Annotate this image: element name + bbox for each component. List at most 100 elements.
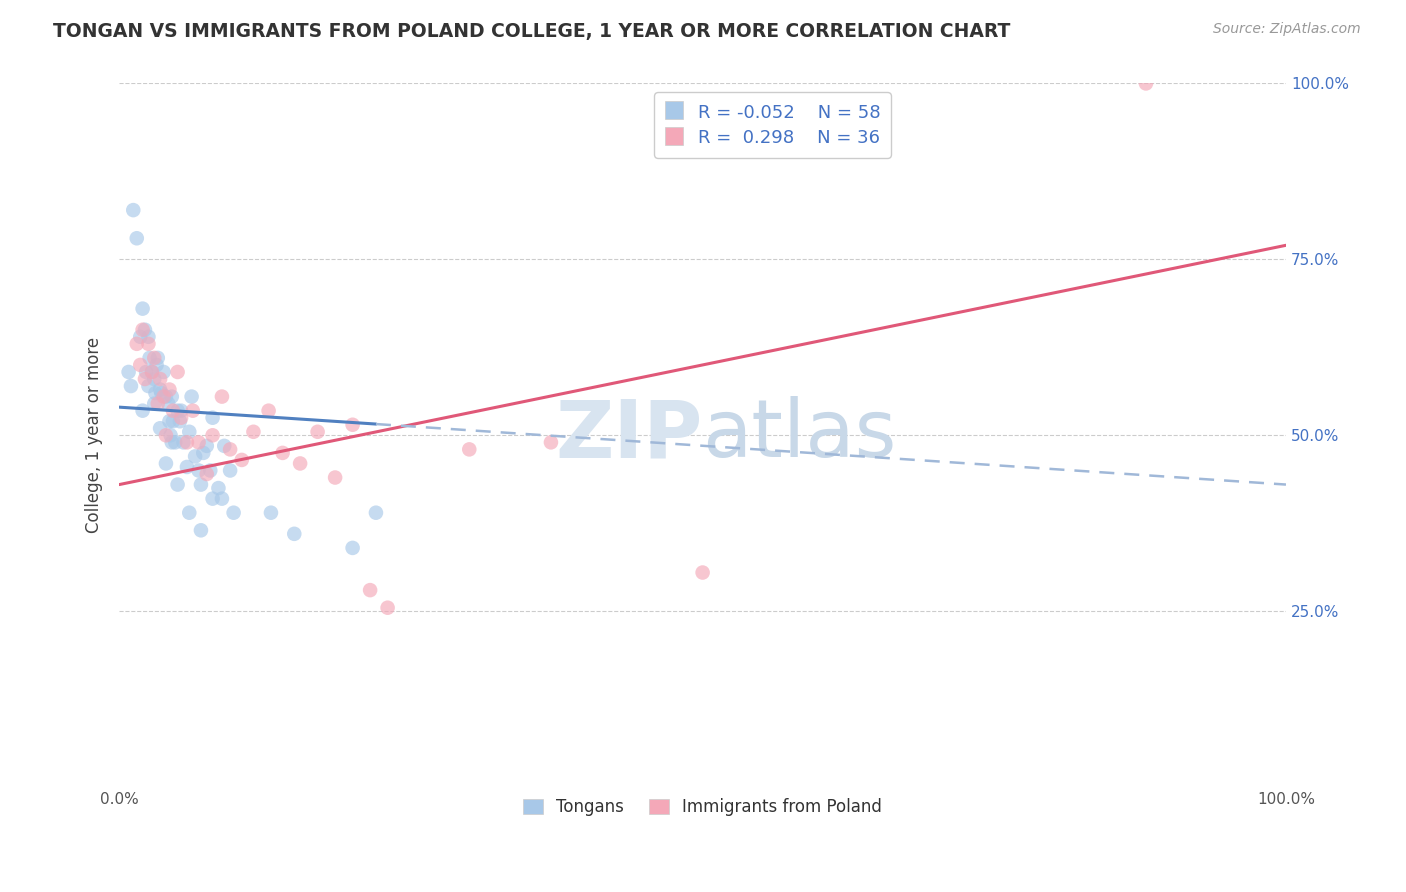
Point — [271, 446, 294, 460]
Point — [138, 330, 160, 344]
Point — [195, 439, 218, 453]
Point — [184, 450, 207, 464]
Point — [166, 477, 188, 491]
Point — [377, 600, 399, 615]
Point — [131, 301, 153, 316]
Point — [195, 467, 218, 481]
Point — [152, 365, 174, 379]
Point — [155, 428, 177, 442]
Point — [138, 351, 160, 365]
Point — [141, 365, 163, 379]
Point — [242, 425, 264, 439]
Point — [190, 477, 212, 491]
Point — [219, 463, 242, 477]
Point — [201, 410, 224, 425]
Point — [131, 323, 153, 337]
Point — [131, 403, 153, 417]
Point — [283, 526, 305, 541]
Point — [145, 386, 167, 401]
Point — [288, 457, 311, 471]
Point — [692, 566, 714, 580]
Point — [166, 403, 188, 417]
Point — [207, 481, 229, 495]
Point — [364, 506, 387, 520]
Point — [120, 379, 142, 393]
Point — [157, 397, 180, 411]
Point — [172, 435, 194, 450]
Point — [143, 372, 166, 386]
Point — [181, 403, 204, 417]
Point — [143, 351, 166, 365]
Point — [129, 330, 152, 344]
Point — [176, 435, 198, 450]
Point — [169, 414, 191, 428]
Point — [219, 442, 242, 457]
Point — [260, 506, 283, 520]
Point — [162, 403, 184, 417]
Point — [160, 435, 183, 450]
Point — [231, 453, 253, 467]
Point — [359, 583, 381, 598]
Point — [257, 403, 280, 417]
Point — [146, 351, 169, 365]
Point — [200, 463, 222, 477]
Point — [211, 491, 233, 506]
Point — [187, 435, 209, 450]
Point — [159, 414, 181, 428]
Point — [149, 383, 172, 397]
Point — [165, 435, 187, 450]
Point — [342, 541, 364, 555]
Point — [141, 365, 163, 379]
Point — [176, 460, 198, 475]
Point — [180, 390, 202, 404]
Point — [170, 403, 193, 417]
Point — [540, 435, 562, 450]
Point — [458, 442, 481, 457]
Point — [134, 372, 156, 386]
Point — [211, 390, 233, 404]
Point — [159, 428, 181, 442]
Point — [152, 390, 174, 404]
Point — [129, 358, 152, 372]
Point — [125, 231, 148, 245]
Point — [146, 397, 169, 411]
Point — [134, 323, 156, 337]
Point — [122, 203, 145, 218]
Point — [323, 470, 346, 484]
Point — [162, 414, 184, 428]
Point — [342, 417, 364, 432]
Point — [155, 457, 177, 471]
Text: atlas: atlas — [703, 396, 897, 475]
Text: TONGAN VS IMMIGRANTS FROM POLAND COLLEGE, 1 YEAR OR MORE CORRELATION CHART: TONGAN VS IMMIGRANTS FROM POLAND COLLEGE… — [53, 22, 1011, 41]
Point — [201, 491, 224, 506]
Point — [149, 421, 172, 435]
Point — [145, 358, 167, 372]
Text: ZIP: ZIP — [555, 396, 703, 475]
Point — [135, 365, 157, 379]
Point — [1135, 77, 1157, 91]
Point — [170, 410, 193, 425]
Legend: Tongans, Immigrants from Poland: Tongans, Immigrants from Poland — [515, 790, 890, 824]
Point — [149, 372, 172, 386]
Point — [201, 428, 224, 442]
Point — [117, 365, 139, 379]
Point — [179, 506, 201, 520]
Point — [179, 425, 201, 439]
Point — [155, 390, 177, 404]
Point — [166, 365, 188, 379]
Point — [138, 336, 160, 351]
Y-axis label: College, 1 year or more: College, 1 year or more — [86, 337, 103, 533]
Point — [138, 379, 160, 393]
Point — [187, 463, 209, 477]
Point — [159, 383, 181, 397]
Point — [143, 397, 166, 411]
Point — [193, 446, 215, 460]
Point — [190, 524, 212, 538]
Point — [125, 336, 148, 351]
Point — [150, 386, 173, 401]
Point — [222, 506, 245, 520]
Point — [160, 390, 183, 404]
Point — [214, 439, 236, 453]
Text: Source: ZipAtlas.com: Source: ZipAtlas.com — [1213, 22, 1361, 37]
Point — [307, 425, 329, 439]
